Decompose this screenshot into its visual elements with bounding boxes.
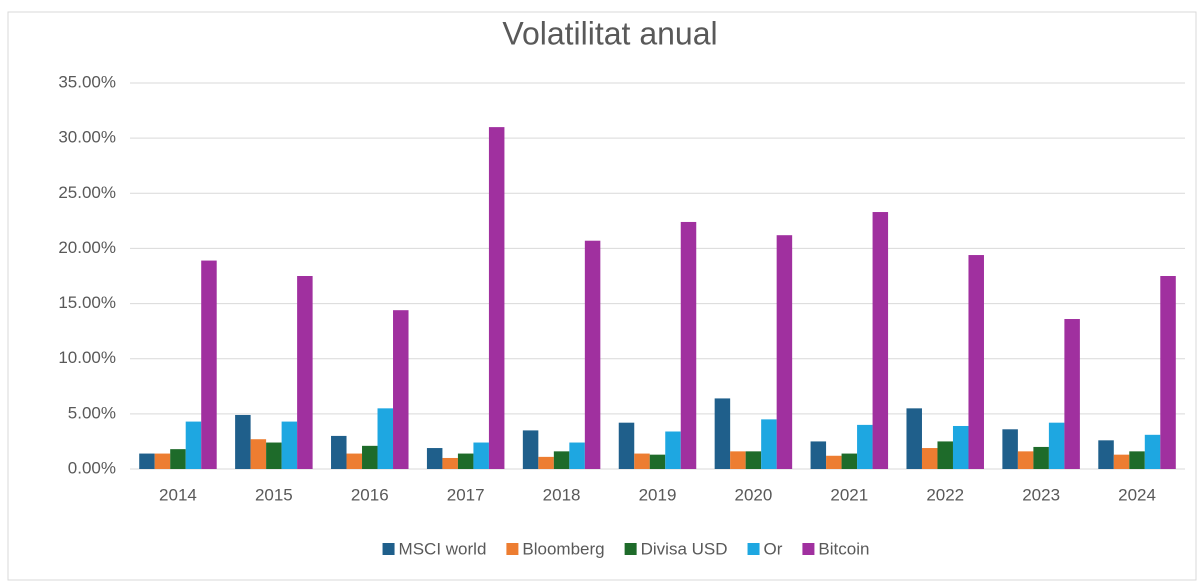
bar: [826, 455, 842, 469]
bar: [1144, 434, 1161, 469]
bar: [921, 448, 938, 469]
y-tick-label: 25.00%: [58, 183, 116, 202]
bar: [1048, 422, 1065, 469]
bar: [250, 439, 267, 469]
bar: [857, 424, 873, 469]
y-tick-label: 0.00%: [68, 458, 116, 477]
bar: [634, 453, 650, 469]
bar: [457, 453, 474, 469]
bar: [730, 451, 746, 469]
legend-label: Bloomberg: [522, 539, 604, 558]
bar: [872, 212, 889, 469]
bar: [377, 408, 394, 469]
bar: [553, 451, 570, 469]
bar: [761, 419, 777, 469]
x-tick-label: 2023: [1022, 485, 1060, 504]
bar: [185, 421, 202, 469]
bar: [968, 255, 984, 469]
bar: [346, 453, 363, 469]
bar: [426, 448, 443, 469]
bar: [906, 408, 922, 469]
x-tick-label: 2014: [159, 485, 197, 504]
x-tick-label: 2018: [543, 485, 581, 504]
bar: [139, 453, 155, 469]
bar: [362, 445, 378, 469]
bar: [1098, 440, 1114, 469]
bar: [170, 449, 186, 469]
x-tick-label: 2015: [255, 485, 293, 504]
y-tick-label: 20.00%: [58, 238, 116, 257]
x-tick-label: 2020: [734, 485, 772, 504]
bar: [1017, 451, 1034, 469]
bar: [665, 431, 681, 469]
bar: [442, 457, 458, 469]
bar: [745, 451, 762, 469]
legend-label: Bitcoin: [818, 539, 869, 558]
bar: [1160, 276, 1176, 469]
legend-label: MSCI world: [399, 539, 487, 558]
bar: [584, 240, 601, 469]
bar: [649, 454, 666, 469]
legend-label: Or: [764, 539, 783, 558]
chart-title: Volatilitat anual: [502, 15, 717, 51]
bar: [488, 127, 505, 469]
bar: [937, 441, 953, 469]
bar: [1002, 429, 1018, 469]
bar: [266, 442, 282, 469]
bar: [776, 235, 793, 469]
y-tick-label: 15.00%: [58, 293, 116, 312]
legend-swatch: [624, 543, 637, 555]
x-tick-label: 2019: [639, 485, 677, 504]
bar: [235, 414, 251, 469]
bar: [331, 435, 347, 469]
y-tick-label: 30.00%: [58, 128, 116, 147]
bar: [522, 430, 539, 469]
y-tick-label: 35.00%: [58, 72, 116, 91]
y-tick-label: 10.00%: [58, 348, 116, 367]
bar: [714, 398, 731, 469]
bar: [154, 453, 171, 469]
bar: [393, 310, 409, 469]
y-tick-label: 5.00%: [68, 403, 116, 422]
bar: [538, 456, 554, 469]
legend-label: Divisa USD: [641, 539, 728, 558]
bar: [618, 422, 635, 469]
bar: [841, 453, 858, 469]
bar: [1033, 446, 1049, 469]
x-tick-label: 2016: [351, 485, 389, 504]
bar: [297, 276, 313, 469]
x-tick-label: 2022: [926, 485, 964, 504]
bar: [952, 425, 969, 469]
x-tick-label: 2021: [830, 485, 868, 504]
bar: [680, 221, 697, 469]
legend-swatch: [506, 543, 519, 555]
bar: [810, 441, 827, 469]
x-tick-label: 2024: [1118, 485, 1156, 504]
bar: [1113, 454, 1130, 469]
legend-swatch: [382, 543, 395, 555]
x-tick-label: 2017: [447, 485, 485, 504]
bar: [201, 260, 217, 469]
legend-swatch: [747, 543, 760, 555]
bar: [473, 442, 489, 469]
bar: [569, 442, 585, 469]
bar: [1129, 451, 1145, 469]
bar: [281, 421, 298, 469]
legend-swatch: [802, 543, 815, 555]
bar: [1064, 319, 1080, 469]
